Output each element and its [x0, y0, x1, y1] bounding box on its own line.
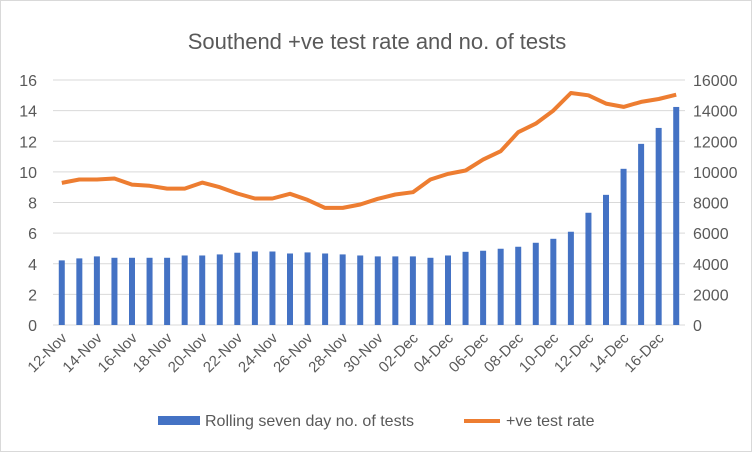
bar-12-Nov	[58, 260, 65, 325]
y-right-tick-label: 14000	[693, 104, 738, 121]
y-right-tick-label: 16000	[693, 73, 738, 90]
bar-08-Dec	[515, 246, 522, 325]
bar-23-Nov	[251, 251, 258, 325]
y-right-tick-label: 0	[693, 318, 702, 335]
y-right-tick-label: 12000	[693, 134, 738, 151]
bar-12-Dec	[585, 212, 592, 325]
bar-03-Dec	[427, 257, 434, 325]
bar-19-Nov	[181, 255, 188, 325]
x-tick-label: 16-Dec	[621, 329, 668, 376]
bar-11-Dec	[567, 231, 574, 325]
y-left-tick-label: 14	[19, 104, 37, 121]
bar-09-Dec	[532, 242, 539, 325]
legend: Rolling seven day no. of tests +ve test …	[158, 413, 595, 430]
bar-27-Nov	[322, 253, 329, 325]
bar-06-Dec	[480, 250, 487, 325]
y-left-tick-label: 4	[28, 257, 37, 274]
bar-30-Nov	[374, 256, 381, 325]
bar-05-Dec	[462, 251, 469, 325]
y-right-tick-label: 10000	[693, 165, 738, 182]
bar-25-Nov	[287, 253, 293, 325]
y-left-tick-label: 8	[28, 196, 37, 213]
bar-10-Dec	[550, 238, 557, 325]
y-left-tick-label: 0	[28, 318, 37, 335]
bar-15-Nov	[111, 257, 118, 325]
bar-04-Dec	[445, 255, 451, 325]
bar-29-Nov	[357, 255, 364, 325]
bar-16-Dec	[655, 127, 662, 325]
bar-13-Dec	[603, 194, 609, 325]
bar-24-Nov	[269, 251, 276, 325]
bar-14-Nov	[93, 256, 100, 325]
bar-26-Nov	[304, 252, 311, 325]
bar-01-Dec	[392, 256, 399, 325]
bar-20-Nov	[199, 255, 206, 325]
legend-swatch-tests	[158, 416, 200, 425]
y-right-tick-label: 6000	[693, 226, 729, 243]
y-left-tick-label: 16	[19, 73, 37, 90]
y-right-tick-label: 4000	[693, 257, 729, 274]
y-left-tick-label: 10	[19, 165, 37, 182]
bar-17-Dec	[673, 106, 680, 325]
legend-label-rate: +ve test rate	[506, 413, 595, 430]
chart-title: Southend +ve test rate and no. of tests	[188, 29, 567, 54]
bar-22-Nov	[234, 252, 241, 325]
bar-28-Nov	[339, 254, 346, 325]
bar-17-Nov	[146, 257, 153, 325]
bar-16-Nov	[129, 257, 135, 325]
y-right-tick-label: 2000	[693, 287, 729, 304]
bar-07-Dec	[497, 248, 504, 325]
rate-line	[61, 91, 677, 210]
y-left-tick-label: 2	[28, 287, 37, 304]
y-left-tick-label: 6	[28, 226, 37, 243]
y-left-tick-label: 12	[19, 134, 37, 151]
bar-15-Dec	[638, 143, 645, 325]
y-right-tick-label: 8000	[693, 196, 729, 213]
bar-18-Nov	[164, 257, 171, 325]
bar-13-Nov	[76, 258, 83, 325]
bar-02-Dec	[409, 256, 416, 325]
legend-label-tests: Rolling seven day no. of tests	[205, 413, 414, 430]
bar-21-Nov	[216, 254, 223, 325]
bar-14-Dec	[620, 168, 627, 325]
